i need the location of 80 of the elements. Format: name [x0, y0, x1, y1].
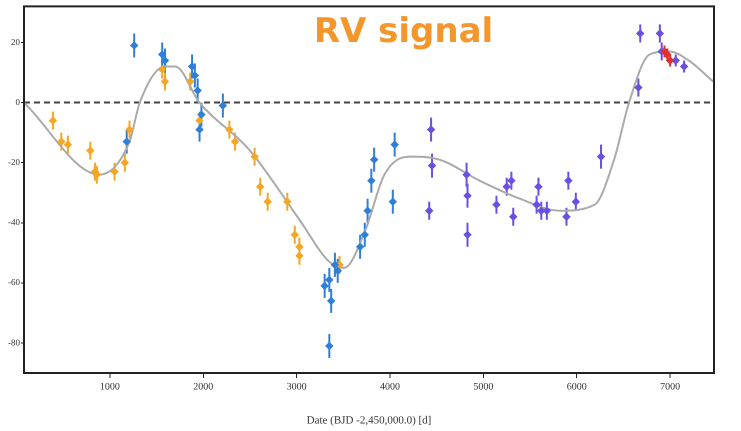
- point: [120, 158, 129, 167]
- x-tick-label: 6000: [566, 382, 587, 393]
- point: [186, 78, 194, 86]
- point: [564, 176, 572, 185]
- point: [492, 200, 500, 209]
- point: [532, 200, 541, 209]
- chart-title: RV signal: [314, 11, 494, 52]
- y-tick-label: -60: [8, 277, 20, 288]
- point: [680, 62, 688, 70]
- y-tick-label: -80: [8, 337, 20, 348]
- point: [534, 182, 542, 191]
- point: [427, 126, 436, 134]
- point: [360, 230, 369, 239]
- point: [464, 192, 472, 200]
- point: [160, 78, 169, 86]
- point: [218, 102, 227, 110]
- x-axis-title: Date (BJD -2,450,000.0) [d]: [306, 414, 432, 426]
- point: [562, 212, 570, 221]
- point: [126, 126, 134, 134]
- point: [367, 176, 376, 185]
- point: [194, 86, 202, 95]
- point: [656, 29, 664, 38]
- x-tick-label: 5000: [473, 382, 494, 393]
- point: [64, 140, 72, 149]
- y-tick-label: -40: [8, 217, 20, 228]
- point: [283, 198, 292, 206]
- point: [425, 206, 434, 215]
- x-tick-label: 4000: [380, 382, 400, 393]
- point: [225, 126, 234, 134]
- point: [48, 116, 57, 125]
- point: [188, 62, 196, 70]
- point: [250, 152, 259, 161]
- point: [370, 156, 378, 164]
- y-tick-label: -20: [8, 157, 20, 168]
- point: [663, 50, 672, 58]
- point: [462, 170, 471, 179]
- point: [507, 176, 516, 185]
- point: [320, 282, 329, 290]
- x-tick-label: 3000: [286, 382, 307, 393]
- point: [334, 266, 342, 275]
- point: [196, 116, 204, 125]
- point: [509, 212, 518, 221]
- point: [502, 182, 511, 191]
- point: [295, 252, 304, 260]
- point: [388, 198, 397, 206]
- point: [231, 138, 240, 146]
- point: [158, 66, 166, 74]
- point: [160, 56, 169, 64]
- x-tick-label: 1000: [100, 382, 120, 393]
- point: [57, 138, 66, 146]
- y-tick-label: 0: [16, 96, 20, 107]
- point: [295, 242, 304, 251]
- point: [634, 84, 642, 92]
- point: [110, 168, 119, 176]
- point: [597, 152, 606, 161]
- point: [572, 198, 580, 206]
- point: [197, 110, 206, 119]
- point: [325, 342, 334, 350]
- point: [130, 41, 138, 50]
- point: [330, 260, 339, 269]
- point: [190, 72, 199, 80]
- point: [256, 182, 264, 191]
- point: [196, 126, 204, 134]
- point: [264, 198, 272, 206]
- point: [428, 162, 436, 170]
- point: [86, 146, 94, 155]
- y-tick-label: 20: [11, 36, 20, 47]
- x-tick-label: 7000: [660, 382, 680, 393]
- point: [666, 56, 674, 64]
- point: [325, 276, 334, 284]
- point: [327, 296, 336, 305]
- point: [122, 138, 131, 146]
- point: [158, 50, 166, 58]
- point: [636, 29, 644, 38]
- point: [364, 206, 372, 215]
- point: [356, 242, 364, 251]
- point: [390, 140, 399, 149]
- x-tick-label: 2000: [193, 382, 214, 393]
- point: [464, 230, 472, 239]
- point: [290, 230, 299, 239]
